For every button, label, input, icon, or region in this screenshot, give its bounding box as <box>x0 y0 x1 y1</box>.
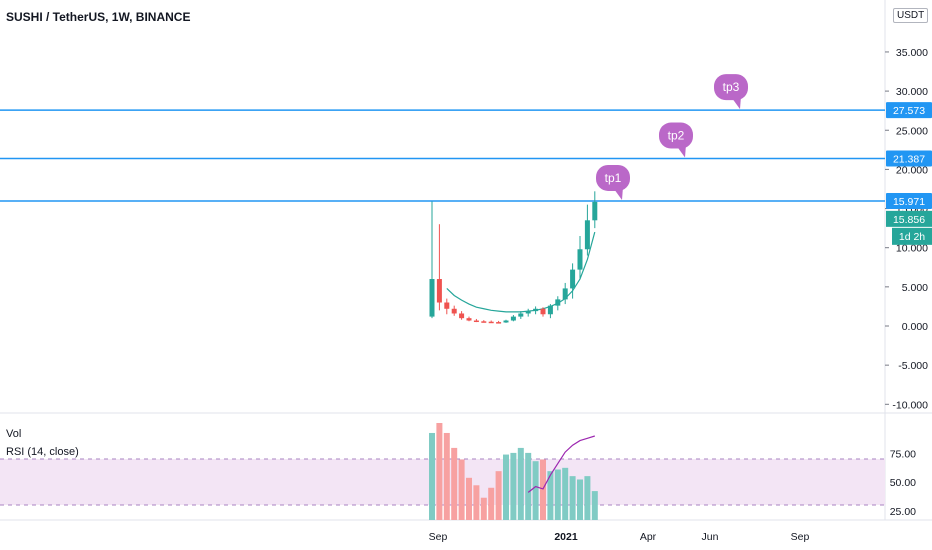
candle-body <box>481 321 487 323</box>
volume-bar <box>577 479 583 520</box>
chart-title: SUSHI / TetherUS, 1W, BINANCE <box>6 10 191 24</box>
volume-bar <box>554 469 561 520</box>
level-label-tp3: 27.573 <box>893 105 925 117</box>
volume-bar <box>510 452 517 520</box>
callout-label-tp1: tp1 <box>605 171 622 185</box>
callout-pointer <box>732 96 741 110</box>
volume-bar <box>525 452 532 520</box>
callout-tp1 <box>596 164 630 191</box>
price-tick-label: 20.000 <box>896 164 928 176</box>
level-badge-tp1 <box>886 192 932 209</box>
candle-body <box>473 320 479 323</box>
volume-bar <box>466 477 472 520</box>
callout-tp3 <box>714 74 748 101</box>
time-tick-label: Apr <box>640 531 657 543</box>
rsi-line <box>527 435 595 493</box>
candle-body <box>562 288 568 300</box>
volume-bar <box>540 459 546 520</box>
price-tick-label: 35.000 <box>896 47 928 59</box>
candle-body <box>503 320 509 323</box>
candle-body <box>518 313 524 317</box>
volume-bar <box>436 423 443 520</box>
volume-bar <box>532 461 539 520</box>
time-tick-label: Sep <box>429 531 448 543</box>
volume-bar <box>443 432 450 520</box>
time-tick-label: Sep <box>791 531 810 543</box>
volume-bar <box>517 447 524 520</box>
price-tick-label: -10.000 <box>892 399 928 411</box>
volume-bar <box>451 447 458 520</box>
price-tick-label: 0.000 <box>902 321 928 333</box>
volume-bar <box>495 471 502 520</box>
candle-body <box>570 269 576 289</box>
rsi-tick-label: 25.00 <box>890 506 916 518</box>
candle-body <box>533 308 539 312</box>
candle-body <box>451 308 457 314</box>
countdown-label: 1d 2h <box>899 231 925 243</box>
candle-body <box>466 318 472 321</box>
rsi-indicator-label[interactable]: RSI (14, close) <box>6 446 79 458</box>
level-label-tp1: 15.971 <box>893 196 925 208</box>
candle-body <box>488 321 494 324</box>
volume-bar <box>503 454 509 520</box>
callout-tp2 <box>659 122 693 149</box>
candle-body <box>444 302 450 309</box>
volume-bar <box>591 491 598 520</box>
price-tick-label: 25.000 <box>896 125 928 137</box>
level-badge-tp2 <box>886 150 932 167</box>
candle-body <box>510 316 516 321</box>
candle-body <box>555 299 561 306</box>
callout-pointer <box>677 144 686 158</box>
volume-bar <box>584 476 591 520</box>
callout-label-tp3: tp3 <box>723 80 740 94</box>
candle-body <box>429 279 435 317</box>
callout-label-tp2: tp2 <box>668 129 685 143</box>
level-badge-tp3 <box>886 102 932 119</box>
volume-indicator-label[interactable]: Vol <box>6 428 22 440</box>
level-label-tp2: 21.387 <box>893 154 925 166</box>
rsi-tick-label: 50.00 <box>890 477 916 489</box>
candle-body <box>547 305 553 315</box>
candle-body <box>592 201 598 221</box>
price-tick-label: 10.000 <box>896 243 928 255</box>
candle-body <box>584 220 590 250</box>
volume-bar <box>488 487 495 520</box>
last-price-badge <box>886 210 932 227</box>
candle-body <box>577 249 583 270</box>
volume-bar <box>480 497 487 520</box>
currency-badge[interactable]: USDT <box>893 8 929 23</box>
price-tick-label: 5.000 <box>902 282 928 294</box>
candle-body <box>540 308 546 315</box>
candle-body <box>525 311 531 314</box>
last-price-label: 15.856 <box>893 214 925 226</box>
volume-bar <box>429 432 435 520</box>
volume-bar <box>562 467 569 520</box>
candle-body <box>496 322 502 324</box>
volume-bar <box>458 459 465 520</box>
volume-bar <box>547 471 554 520</box>
time-tick-label: 2021 <box>554 531 578 543</box>
candle-body <box>459 313 465 319</box>
time-tick-label: Jun <box>702 531 719 543</box>
volume-bar <box>569 476 576 520</box>
countdown-badge <box>892 227 932 245</box>
callout-pointer <box>614 186 623 200</box>
price-tick-label: 30.000 <box>896 86 928 98</box>
candle-body <box>436 279 442 303</box>
rsi-tick-label: 75.00 <box>890 448 916 460</box>
rsi-band <box>0 459 885 505</box>
price-tick-label: -5.000 <box>898 360 928 372</box>
volume-bar <box>473 485 480 520</box>
